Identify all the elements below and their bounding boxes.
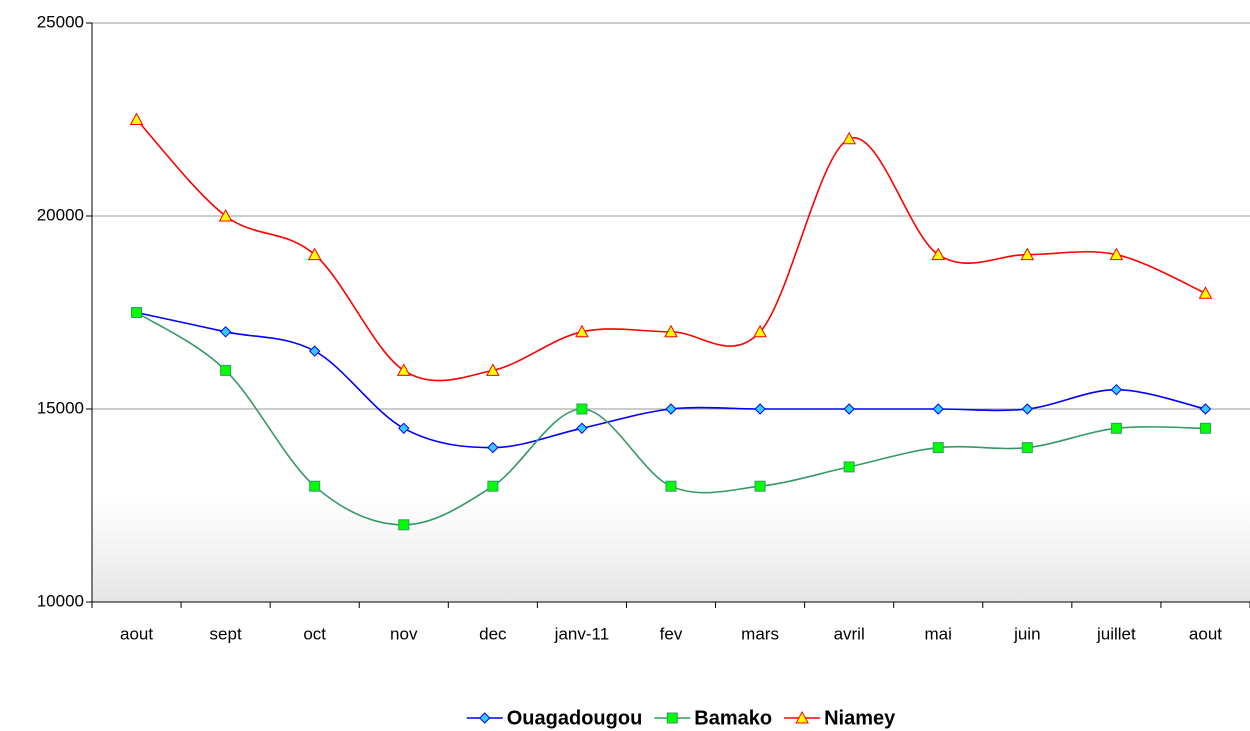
x-tick-label: oct	[303, 624, 326, 643]
plot-area	[92, 23, 1250, 602]
x-tick-label: janv-11	[554, 624, 610, 643]
x-tick-label: juin	[1013, 624, 1040, 643]
marker	[1110, 383, 1123, 396]
marker	[308, 345, 321, 357]
marker	[131, 307, 143, 318]
marker	[398, 519, 410, 531]
x-tick-label: nov	[390, 624, 418, 643]
marker	[307, 247, 322, 261]
marker	[576, 422, 588, 435]
legend-item: Niamey	[784, 707, 896, 729]
legend-label: Niamey	[824, 707, 896, 729]
x-tick-label: avril	[834, 624, 865, 643]
legend-marker	[479, 712, 491, 724]
marker	[396, 363, 411, 376]
marker	[1020, 247, 1035, 261]
lines	[129, 112, 1213, 531]
x-tick-label: mai	[925, 624, 952, 643]
legend-item: Ouagadougou	[466, 707, 643, 729]
legend-label: Bamako	[694, 707, 772, 729]
x-tick-label: fev	[660, 624, 683, 643]
marker	[665, 403, 677, 415]
axes: 10000 15000 20000 25000 aout sept oct nov dec jan…	[37, 12, 1250, 643]
legend-marker	[666, 712, 678, 724]
marker	[753, 324, 767, 338]
marker	[1109, 247, 1124, 261]
marker	[1199, 403, 1212, 415]
marker	[843, 403, 855, 415]
x-tick-label: dec	[479, 624, 507, 643]
marker	[665, 480, 677, 492]
marker	[220, 364, 232, 376]
y-tick-label: 20000	[37, 205, 84, 224]
x-tick-label: mars	[741, 624, 779, 643]
legend-label: Ouagadougou	[507, 707, 643, 729]
marker	[487, 441, 499, 454]
x-tick-label: aout	[120, 624, 153, 643]
marker	[129, 112, 144, 125]
marker	[218, 208, 233, 222]
marker	[931, 247, 946, 261]
marker	[398, 422, 410, 435]
y-tick-label: 25000	[37, 12, 84, 31]
marker	[1198, 286, 1213, 299]
marker	[754, 403, 766, 415]
marker	[932, 442, 944, 454]
marker	[843, 461, 855, 473]
marker	[487, 480, 499, 492]
marker	[576, 403, 588, 415]
marker	[1021, 403, 1034, 415]
marker	[575, 324, 589, 338]
marker	[309, 480, 321, 492]
marker	[842, 131, 856, 145]
y-tick-label: 15000	[37, 398, 84, 417]
series-line	[136, 311, 1206, 526]
marker	[219, 326, 232, 338]
marker	[1021, 442, 1033, 454]
marker	[754, 480, 766, 492]
x-tick-label: sept	[210, 624, 242, 643]
x-tick-label: aout	[1189, 624, 1222, 643]
legend: Ouagadougou Bamako Niamey	[466, 707, 896, 729]
marker	[1110, 422, 1122, 434]
y-tick-label: 10000	[37, 591, 84, 610]
marker	[486, 363, 500, 376]
legend-marker	[795, 710, 809, 724]
legend-item: Bamako	[654, 707, 772, 729]
marker	[932, 403, 944, 415]
marker	[1199, 422, 1211, 434]
x-tick-label: juillet	[1096, 624, 1136, 643]
marker	[664, 324, 678, 338]
